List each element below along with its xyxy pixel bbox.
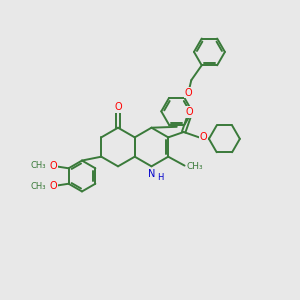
Text: O: O [200,132,207,142]
Text: O: O [49,161,57,171]
Text: H: H [157,173,163,182]
Text: CH₃: CH₃ [187,162,204,171]
Text: CH₃: CH₃ [30,161,46,170]
Text: N: N [148,169,155,179]
Text: O: O [49,181,57,191]
Text: O: O [114,102,122,112]
Text: O: O [184,88,192,98]
Text: O: O [185,107,193,117]
Text: CH₃: CH₃ [30,182,46,190]
